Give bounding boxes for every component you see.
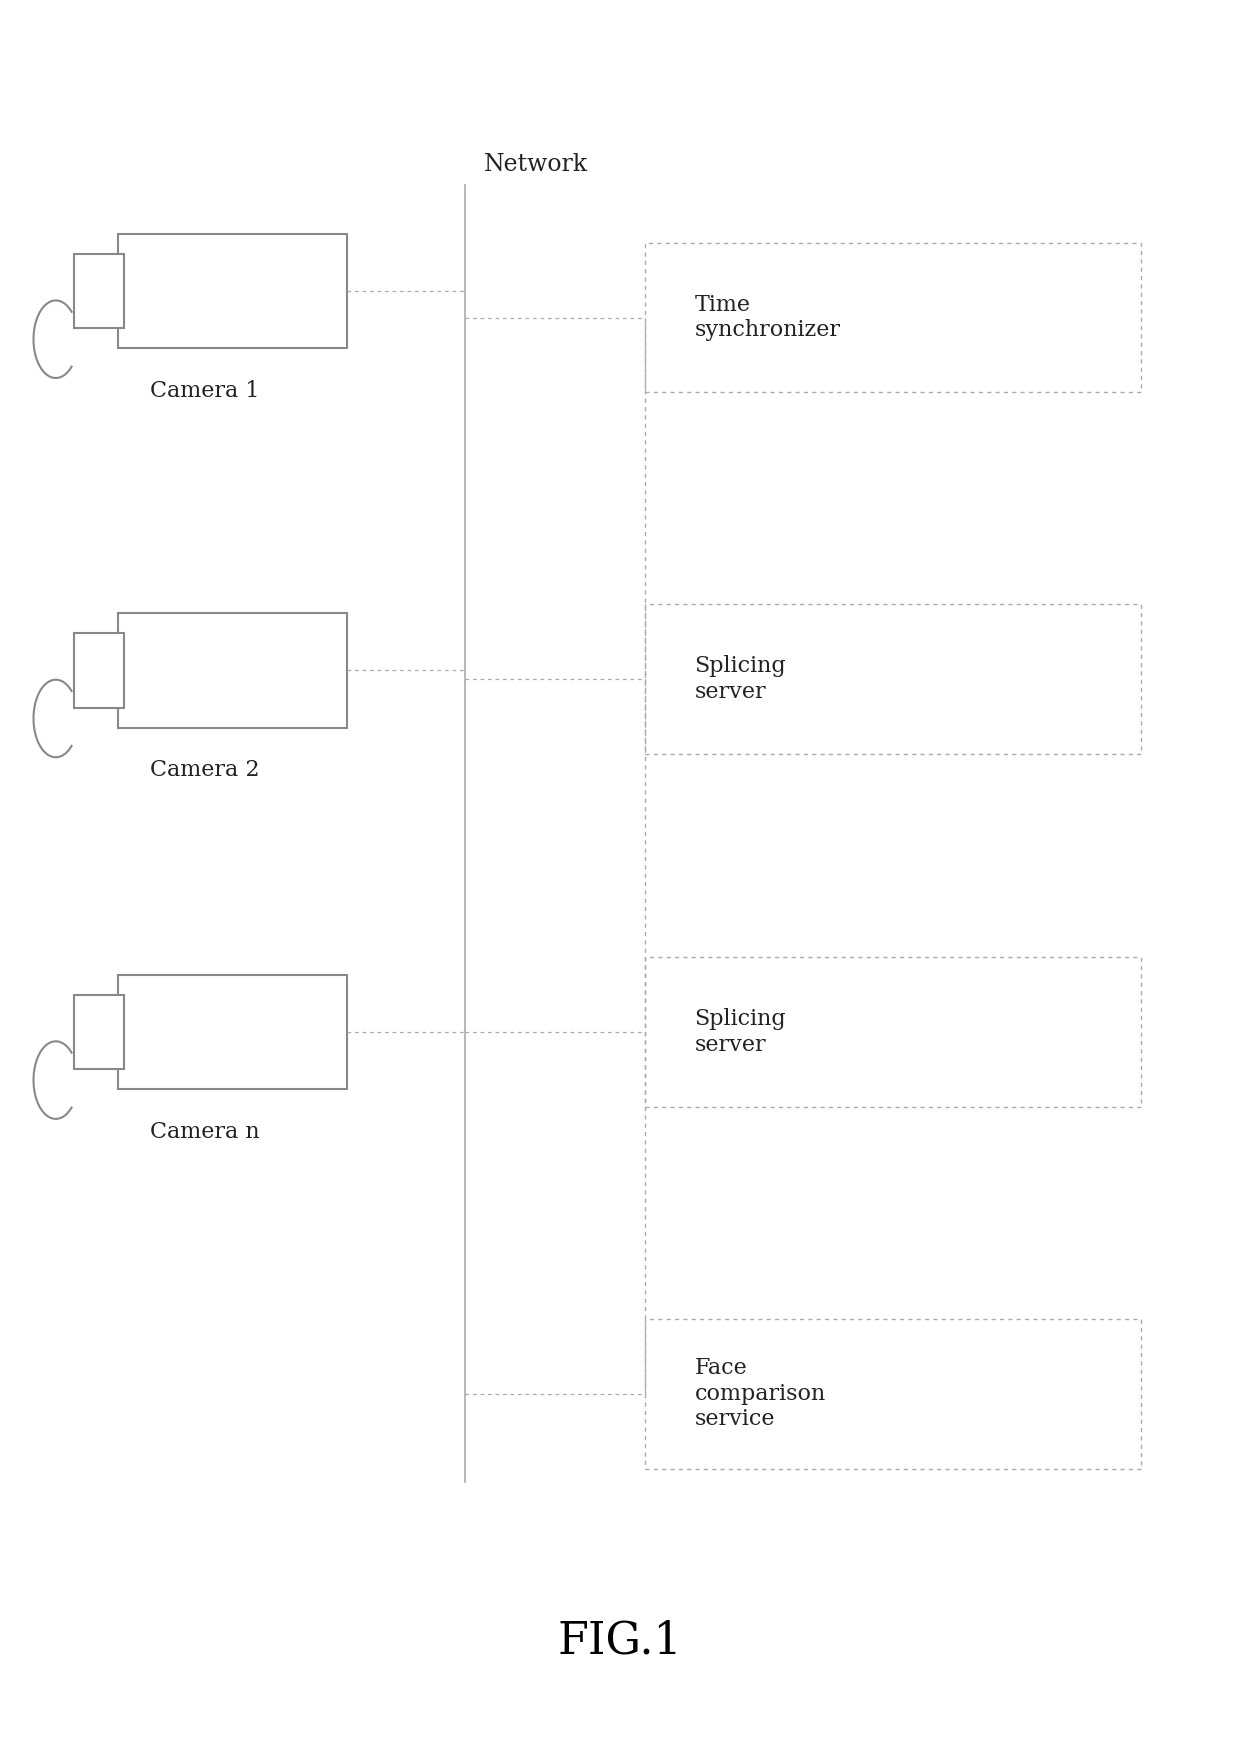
Text: Camera 1: Camera 1 (150, 381, 259, 402)
Text: FIG.1: FIG.1 (558, 1619, 682, 1662)
Bar (645, 603, 1141, 755)
Bar (645, 1319, 1141, 1468)
Bar (118, 974, 347, 1090)
Text: Time
synchronizer: Time synchronizer (694, 295, 841, 340)
Bar (74, 633, 124, 707)
Bar (118, 235, 347, 349)
Text: Camera n: Camera n (150, 1122, 259, 1143)
Bar (645, 243, 1141, 393)
Bar (74, 995, 124, 1069)
Text: Face
comparison
service: Face comparison service (694, 1357, 826, 1431)
Text: Splicing
server: Splicing server (694, 656, 786, 702)
Bar (645, 956, 1141, 1108)
Text: Camera 2: Camera 2 (150, 759, 259, 781)
Bar (74, 254, 124, 328)
Text: Network: Network (484, 153, 588, 176)
Text: Splicing
server: Splicing server (694, 1009, 786, 1055)
Bar (118, 612, 347, 727)
